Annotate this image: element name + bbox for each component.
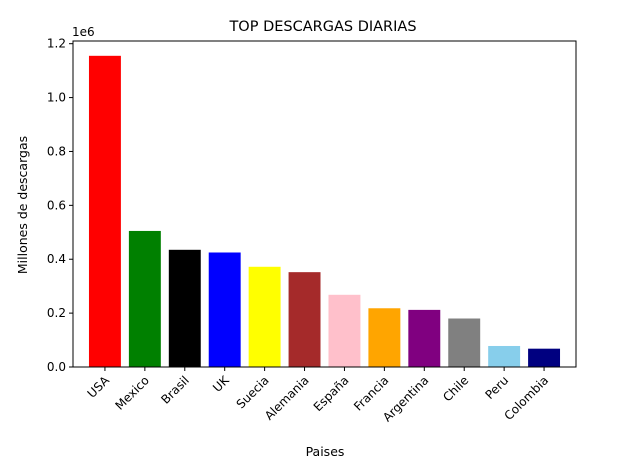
- y-axis-label: Millones de descargas: [15, 136, 30, 274]
- x-tick-label-mexico: Mexico: [112, 373, 152, 413]
- bar-usa: [88, 55, 121, 368]
- y-tick-label: 1.2: [47, 37, 66, 51]
- bar-colombia: [528, 348, 561, 367]
- y-offset-label: 1e6: [72, 25, 95, 39]
- x-axis-label: Paises: [306, 444, 345, 459]
- y-tick-label: 0.6: [47, 198, 66, 212]
- x-tick-label-colombia: Colombia: [501, 373, 551, 423]
- bar-uk: [208, 252, 241, 367]
- bar-argentina: [408, 309, 441, 367]
- y-tick-label: 0.0: [47, 360, 66, 374]
- x-tick-label-francia: Francia: [351, 373, 391, 413]
- y-tick-label: 1.0: [47, 91, 66, 105]
- bar-mexico: [128, 230, 161, 367]
- plot-area: [88, 55, 561, 368]
- chart-title: TOP DESCARGAS DIARIAS: [228, 19, 416, 35]
- y-tick-label: 0.8: [47, 144, 66, 158]
- bar-suecia: [248, 266, 281, 367]
- bar-brasil: [168, 249, 201, 367]
- bar-peru: [488, 345, 521, 367]
- plot-frame: [72, 40, 577, 368]
- x-tick-label-españa: España: [311, 373, 352, 414]
- y-axis: 0.0 0.2 0.4 0.6 0.8 1.0 1.2: [47, 37, 73, 374]
- x-tick-label-alemania: Alemania: [262, 373, 312, 423]
- bar-alemania: [288, 272, 321, 367]
- bar-españa: [328, 294, 361, 367]
- x-tick-label-suecia: Suecia: [234, 373, 272, 411]
- x-tick-label-brasil: Brasil: [158, 373, 192, 407]
- x-tick-label-peru: Peru: [482, 373, 511, 402]
- x-tick-label-usa: USA: [85, 373, 113, 401]
- y-tick-label: 0.4: [47, 252, 66, 266]
- y-tick-label: 0.2: [47, 306, 66, 320]
- bar-chile: [448, 318, 481, 367]
- x-tick-label-uk: UK: [210, 372, 232, 394]
- bar-francia: [368, 308, 401, 367]
- x-tick-label-chile: Chile: [440, 373, 471, 404]
